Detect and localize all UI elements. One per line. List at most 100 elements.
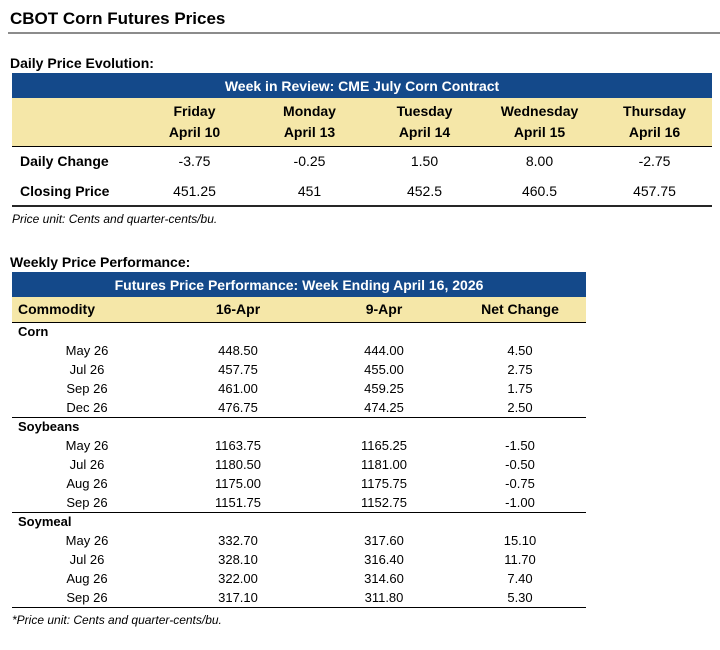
daily-header-tuesday: Tuesday April 14 xyxy=(367,98,482,146)
net-change-cell: 15.10 xyxy=(503,533,537,548)
month-cell: Sep 26 xyxy=(66,494,108,510)
net-change-cell: -1.50 xyxy=(505,438,535,453)
price-cell: 322.00 xyxy=(218,571,258,586)
weekly-section-heading: Weekly Price Performance: xyxy=(10,254,191,270)
contract-row: Jul 26 1180.50 1181.00 -0.50 xyxy=(12,455,586,474)
net-change-cell: 11.70 xyxy=(504,552,536,567)
price-cell: 311.80 xyxy=(364,589,404,605)
weekly-table-title-row: Futures Price Performance: Week Ending A… xyxy=(12,272,586,297)
price-cell: 474.25 xyxy=(364,399,404,415)
group-label: Soybeans xyxy=(18,419,80,435)
price-cell: 1181.00 xyxy=(360,457,408,472)
day-label: Thursday xyxy=(623,102,687,119)
month-cell: May 26 xyxy=(65,343,109,358)
date-label: April 16 xyxy=(628,123,681,140)
value-cell: -3.75 xyxy=(178,153,211,170)
value-cell: 451 xyxy=(297,182,322,199)
date-label: April 13 xyxy=(283,123,336,140)
value-cell: -0.25 xyxy=(293,153,326,170)
value-cell: 451.25 xyxy=(173,182,216,199)
weekly-table-title: Futures Price Performance: Week Ending A… xyxy=(12,272,586,297)
contract-row: Sep 26 1151.75 1152.75 -1.00 xyxy=(12,493,586,512)
price-cell: 314.60 xyxy=(364,571,404,586)
weekly-footnote: *Price unit: Cents and quarter-cents/bu. xyxy=(12,612,222,627)
price-cell: 461.00 xyxy=(218,381,258,396)
net-change-cell: -0.75 xyxy=(505,476,535,491)
daily-price-table: Week in Review: CME July Corn Contract F… xyxy=(12,73,713,207)
daily-header-empty xyxy=(12,98,137,146)
daily-header-wednesday: Wednesday April 15 xyxy=(482,98,597,146)
contract-row: Sep 26 317.10 311.80 5.30 xyxy=(12,588,586,607)
net-change-column-header: Net Change xyxy=(454,297,586,322)
price-cell: 1180.50 xyxy=(214,457,262,472)
contract-row: Aug 26 322.00 314.60 7.40 xyxy=(12,569,586,588)
daily-header-monday: Monday April 13 xyxy=(252,98,367,146)
daily-section-heading: Daily Price Evolution: xyxy=(10,55,154,71)
net-change-cell: -1.00 xyxy=(505,494,535,510)
price-cell: 459.25 xyxy=(364,381,404,396)
price-cell: 317.60 xyxy=(364,533,404,548)
contract-row: May 26 332.70 317.60 15.10 xyxy=(12,531,586,550)
contract-row: Sep 26 461.00 459.25 1.75 xyxy=(12,379,586,398)
daily-table-title: Week in Review: CME July Corn Contract xyxy=(12,73,713,98)
month-cell: May 26 xyxy=(65,438,109,453)
day-label: Tuesday xyxy=(396,102,453,119)
value-cell: 457.75 xyxy=(633,182,676,199)
value-cell: 452.5 xyxy=(406,182,443,199)
price-cell: 457.75 xyxy=(218,362,258,377)
contract-row: Aug 26 1175.00 1175.75 -0.75 xyxy=(12,474,586,493)
price-cell: 476.75 xyxy=(218,399,258,415)
month-cell: Aug 26 xyxy=(66,476,108,491)
net-change-cell: -0.50 xyxy=(505,457,535,472)
weekly-table-header-row: Commodity 16-Apr 9-Apr Net Change xyxy=(12,297,586,322)
closing-price-row: Closing Price 451.25 451 452.5 460.5 457… xyxy=(12,176,713,206)
report-page: CBOT Corn Futures Prices Daily Price Evo… xyxy=(0,9,720,650)
net-change-cell: 4.50 xyxy=(507,343,533,358)
month-cell: Jul 26 xyxy=(69,457,105,472)
commodity-column-header: Commodity xyxy=(12,297,162,322)
value-cell: 1.50 xyxy=(410,153,439,170)
price-cell: 1175.00 xyxy=(214,476,262,491)
row-label: Closing Price xyxy=(20,182,110,199)
title-divider xyxy=(8,32,720,34)
price-cell: 1165.25 xyxy=(360,438,408,453)
daily-footnote: Price unit: Cents and quarter-cents/bu. xyxy=(12,212,218,226)
price-cell: 316.40 xyxy=(364,552,404,567)
price-cell: 317.10 xyxy=(218,589,258,605)
apr16-column-header: 16-Apr xyxy=(162,297,314,322)
month-cell: May 26 xyxy=(65,533,109,548)
price-cell: 328.10 xyxy=(218,552,258,567)
net-change-cell: 7.40 xyxy=(507,571,533,586)
contract-row: May 26 1163.75 1165.25 -1.50 xyxy=(12,436,586,455)
day-label: Friday xyxy=(173,102,216,119)
group-row-soybeans: Soybeans xyxy=(12,417,586,436)
page-title: CBOT Corn Futures Prices xyxy=(10,9,226,28)
net-change-cell: 2.75 xyxy=(507,362,533,377)
date-label: April 15 xyxy=(513,123,566,140)
contract-row: May 26 448.50 444.00 4.50 xyxy=(12,341,586,360)
month-cell: Sep 26 xyxy=(66,381,108,396)
month-cell: Aug 26 xyxy=(66,571,108,586)
price-cell: 1151.75 xyxy=(214,494,262,510)
price-cell: 444.00 xyxy=(364,343,404,358)
daily-header-friday: Friday April 10 xyxy=(137,98,252,146)
group-row-corn: Corn xyxy=(12,322,586,341)
date-label: April 10 xyxy=(168,123,221,140)
row-label: Daily Change xyxy=(20,153,109,170)
month-cell: Jul 26 xyxy=(69,362,105,377)
group-label: Soymeal xyxy=(18,514,72,530)
price-cell: 332.70 xyxy=(218,533,258,548)
daily-table-header-row: Friday April 10 Monday April 13 Tuesday … xyxy=(12,98,713,146)
contract-row: Dec 26 476.75 474.25 2.50 xyxy=(12,398,586,417)
price-cell: 448.50 xyxy=(218,343,258,358)
price-cell: 1152.75 xyxy=(360,494,408,510)
contract-row: Jul 26 457.75 455.00 2.75 xyxy=(12,360,586,379)
weekly-performance-table: Futures Price Performance: Week Ending A… xyxy=(12,272,586,608)
value-cell: 8.00 xyxy=(525,153,554,170)
group-row-soymeal: Soymeal xyxy=(12,512,586,531)
month-cell: Dec 26 xyxy=(66,399,108,415)
value-cell: 460.5 xyxy=(521,182,558,199)
value-cell: -2.75 xyxy=(638,153,671,170)
group-label: Corn xyxy=(18,324,49,340)
net-change-cell: 1.75 xyxy=(507,381,533,396)
